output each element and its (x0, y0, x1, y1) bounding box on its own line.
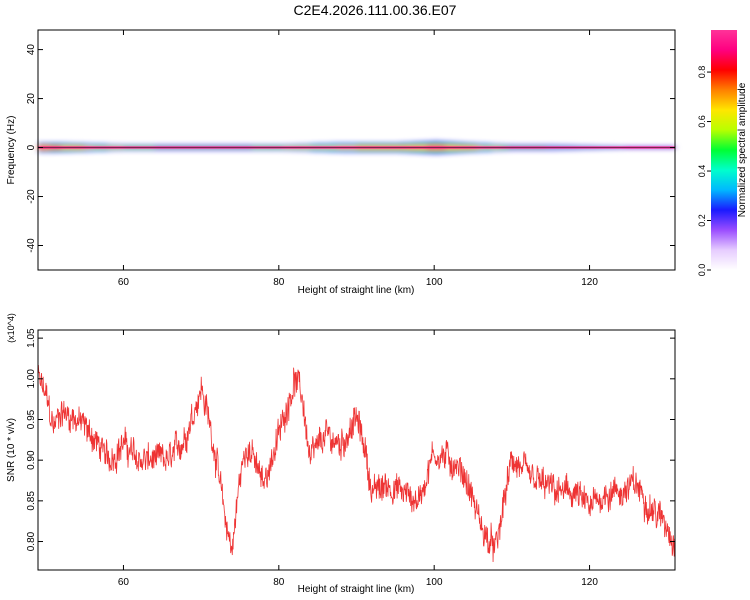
snr-x-tick-label: 80 (273, 577, 285, 588)
snr-x-ticks: 60 80 100 120 (118, 330, 598, 588)
snr-y-tick-label: 1.00 (26, 369, 37, 389)
snr-axes-frame (37, 329, 676, 571)
snr-series-line (38, 365, 675, 563)
heatmap-y-tick-label: -20 (26, 189, 37, 204)
snr-x-axis-label: Height of straight line (km) (298, 584, 415, 595)
colorbar-label: Normalized spectral amplitude (737, 82, 748, 217)
heatmap-x-axis-label: Height of straight line (km) (298, 285, 415, 296)
heatmap-x-tick-label: 100 (426, 277, 443, 288)
snr-panel: 60 80 100 120 0.80 0.85 0.90 0.95 1.00 1.05 Heig… (6, 313, 676, 595)
heatmap-x-tick-label: 60 (118, 277, 130, 288)
colorbar-tick-label: 0.0 (697, 264, 707, 277)
snr-y-tick-label: 0.80 (26, 531, 37, 551)
heatmap-x-tick-label: 120 (581, 277, 598, 288)
snr-y-tick-label: 0.95 (26, 409, 37, 429)
heatmap-panel: 60 80 100 120 -40 -20 0 20 40 Height of straigh… (6, 29, 676, 296)
heatmap-y-tick-label: -40 (26, 238, 37, 253)
figure-title: C2E4.2026.111.00.36.E07 (293, 2, 457, 18)
snr-y-tick-label: 0.85 (26, 491, 37, 511)
snr-y-tick-label: 0.90 (26, 450, 37, 470)
heatmap-x-tick-label: 80 (273, 277, 285, 288)
colorbar-gradient (711, 30, 737, 270)
snr-x-tick-label: 100 (426, 577, 443, 588)
colorbar-ticks: 0.0 0.2 0.4 0.6 0.8 (697, 66, 711, 276)
heatmap-y-axis-label: Frequency (Hz) (6, 116, 17, 185)
snr-y-tick-label: 1.05 (26, 328, 37, 348)
colorbar: 0.0 0.2 0.4 0.6 0.8 Normalized spectral ampl… (697, 30, 748, 276)
heatmap-axes-frame (37, 29, 676, 271)
colorbar-tick-label: 0.6 (697, 115, 707, 128)
heatmap-y-tick-label: 40 (26, 44, 37, 56)
snr-y-axis-label: SNR (10 * v/v) (6, 418, 17, 482)
colorbar-tick-label: 0.8 (697, 66, 707, 79)
heatmap-y-tick-label: 20 (26, 93, 37, 105)
spectral-band (38, 137, 676, 158)
colorbar-tick-label: 0.4 (697, 165, 707, 178)
heatmap-y-ticks: -40 -20 0 20 40 (26, 44, 675, 253)
snr-x-tick-label: 60 (118, 577, 130, 588)
heatmap-y-tick-label: 0 (26, 144, 37, 150)
snr-x-tick-label: 120 (581, 577, 598, 588)
snr-y-ticks: 0.80 0.85 0.90 0.95 1.00 1.05 (26, 328, 675, 551)
snr-y-scale-label: (x10^4) (6, 313, 16, 343)
heatmap-x-ticks: 60 80 100 120 (118, 30, 598, 288)
snr-plot-area (38, 330, 675, 570)
colorbar-tick-label: 0.2 (697, 214, 707, 227)
